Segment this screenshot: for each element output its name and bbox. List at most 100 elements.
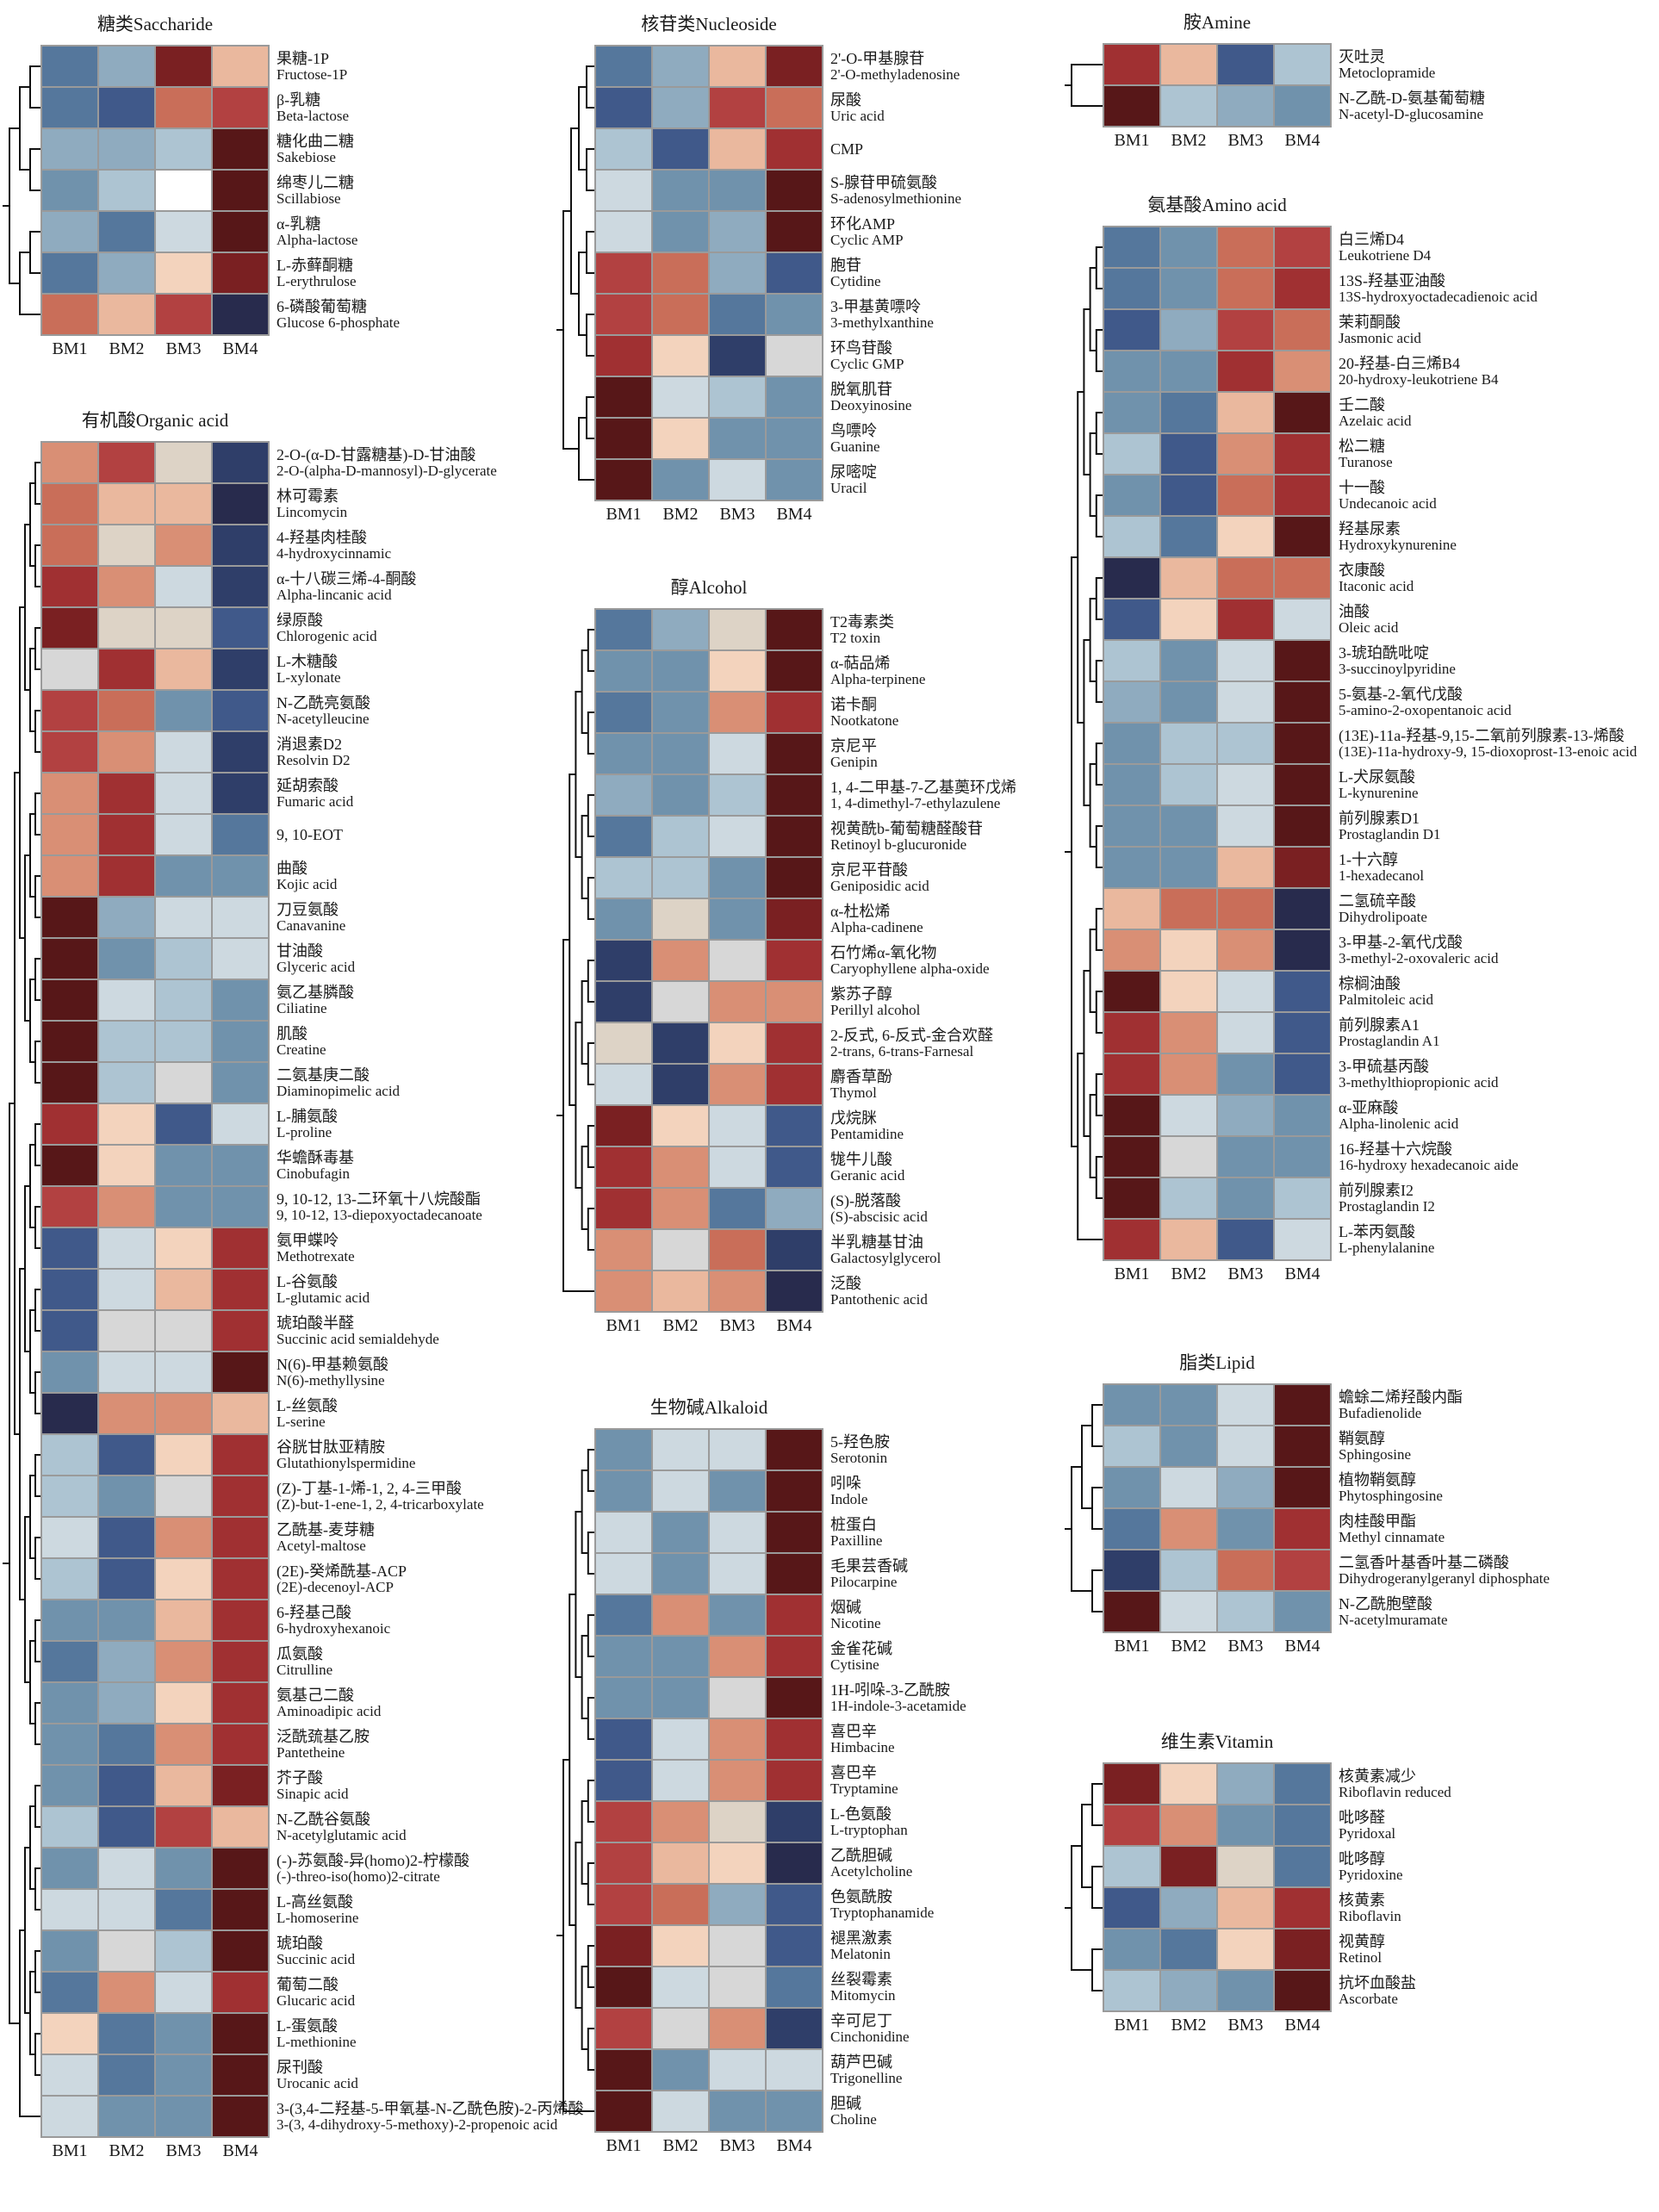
row-label: 瓜氨酸 Citrulline [276,1642,593,1681]
heatmap-cell [99,1931,154,1971]
row-label-zh: 糖化曲二糖 [276,132,354,150]
heatmap-cell [1104,1592,1159,1631]
row-label-zh: 3-甲硫基丙酸 [1339,1057,1429,1075]
row-label: 半乳糖基甘油 Galactosylglycerol [830,1230,1070,1270]
row-label-en: 3-methyl-2-oxovaleric acid [1339,949,1499,966]
row-label-en: Pilocarpine [830,1573,898,1590]
heatmap-cell [213,1394,268,1433]
row-label-en: Fumaric acid [276,792,354,810]
heatmap-cell [1218,269,1273,308]
heatmap-lipid [1103,1383,1332,1633]
row-label: 鸟嘌呤 Guanine [830,419,1065,458]
heatmap-cell [42,484,97,524]
row-label-en: (2E)-decenoyl-ACP [276,1578,394,1595]
row-label-zh: 尿刊酸 [276,2058,323,2076]
row-label-en: Hydroxykynurenine [1339,536,1457,553]
row-label: (S)-脱落酸 (S)-abscisic acid [830,1189,1070,1228]
row-label-en: Methyl cinnamate [1339,1528,1445,1545]
row-label-en: Palmitoleic acid [1339,991,1433,1008]
section-title-amino_acid: 氨基酸Amino acid [1147,195,1287,215]
row-label-en: L-proline [276,1123,332,1140]
heatmap-cell [213,2097,268,2136]
heatmap-cell [767,1678,822,1718]
heatmap-cell [767,1230,822,1270]
heatmap-cell [213,1683,268,1723]
heatmap-cell [653,253,708,293]
heatmap-cell [156,691,211,730]
row-label-en: Creatine [276,1041,326,1058]
section-title-alkaloid: 生物碱Alkaloid [649,1397,768,1418]
heatmap-cell [767,1802,822,1842]
row-label: 吲哚 Indole [830,1471,1065,1511]
heatmap-cell [99,1683,154,1723]
row-label: CMP [830,129,1065,169]
heatmap-cell [1104,848,1159,887]
heatmap-cell [596,1471,651,1511]
heatmap-cell [1275,641,1330,680]
row-label-en: 2-O-(alpha-D-mannosyl)-D-glycerate [276,462,497,479]
row-label-zh: 绿原酸 [276,611,323,629]
heatmap-cell [99,1104,154,1144]
heatmap-cell [1104,1509,1159,1549]
heatmap-cell [653,1271,708,1311]
bm-axis-label: BM4 [776,2136,812,2155]
row-label: 白三烯D4 Leukotriene D4 [1339,227,1657,267]
heatmap-cell [213,1807,268,1847]
heatmap-cell [99,1973,154,2012]
heatmap-cell [1161,434,1216,474]
row-label: 9, 10-12, 13-二环氧十八烷酸酯 9, 10-12, 13-diepox… [276,1187,593,1227]
heatmap-cell [653,295,708,334]
heatmap-cell [1161,848,1216,887]
bm-axis-label: BM2 [662,2136,699,2155]
heatmap-cell [213,1311,268,1351]
row-label-en: 3-(3, 4-dihydroxy-5-methoxy)-2-propenoic… [276,2116,558,2133]
heatmap-cell [42,1022,97,1061]
heatmap-cell [767,2091,822,2131]
heatmap-cell [1161,930,1216,970]
row-label-en: Deoxyinosine [830,396,912,413]
heatmap-cell [99,1724,154,1764]
row-label-zh: L-犬尿氨酸 [1339,767,1415,786]
row-label: (Z)-丁基-1-烯-1, 2, 4-三甲酸 (Z)-but-1-ene-1, 2… [276,1476,593,1516]
heatmap-cell [1275,1929,1330,1969]
heatmap-nucleoside [594,45,823,501]
heatmap-cell [596,460,651,500]
row-label-en: L-methionine [276,2033,357,2050]
row-label-en: 4-hydroxycinnamic [276,544,392,562]
row-label-zh: 曲酸 [276,859,308,877]
heatmap-cell [596,2009,651,2048]
heatmap-cell [596,1885,651,1924]
row-label-en: Pantothenic acid [830,1290,928,1308]
heatmap-cell [1275,1592,1330,1631]
heatmap-cell [596,817,651,856]
row-label: β-乳糖 Beta-lactose [276,88,587,127]
row-label: 5-羟色胺 Serotonin [830,1430,1065,1469]
row-label-en: 6-hydroxyhexanoic [276,1619,391,1637]
row-label-zh: 烟碱 [830,1598,861,1616]
heatmap-cell [1218,1805,1273,1845]
bm-axis-label: BM1 [1114,1637,1150,1656]
row-label-zh: S-腺苷甲硫氨酸 [830,173,938,191]
heatmap-cell [99,484,154,524]
heatmap-cell [156,1890,211,1929]
heatmap-cell [213,443,268,482]
heatmap-cell [710,1719,765,1759]
row-label-en: Urocanic acid [276,2074,358,2091]
row-label: 视黄酰b-葡萄糖醛酸苷 Retinoyl b-glucuronide [830,817,1070,856]
row-label: 1H-吲哚-3-乙酰胺 1H-indole-3-acetamide [830,1678,1065,1718]
heatmap-cell [42,1187,97,1227]
heatmap-cell [1161,1509,1216,1549]
row-label: α-亚麻酸 Alpha-linolenic acid [1339,1096,1657,1135]
row-label-en: Glucaric acid [276,1991,356,2009]
heatmap-cell [1161,1847,1216,1886]
heatmap-cell [710,1761,765,1800]
row-label-en: Serotonin [830,1449,888,1466]
heatmap-cell [1218,1220,1273,1259]
heatmap-cell [156,1931,211,1971]
heatmap-cell [156,484,211,524]
heatmap-cell [767,858,822,898]
heatmap-cell [1104,1385,1159,1425]
row-label: 6-磷酸葡萄糖 Glucose 6-phosphate [276,295,587,334]
row-label-en: Prostaglandin D1 [1339,825,1441,842]
heatmap-cell [99,1435,154,1475]
